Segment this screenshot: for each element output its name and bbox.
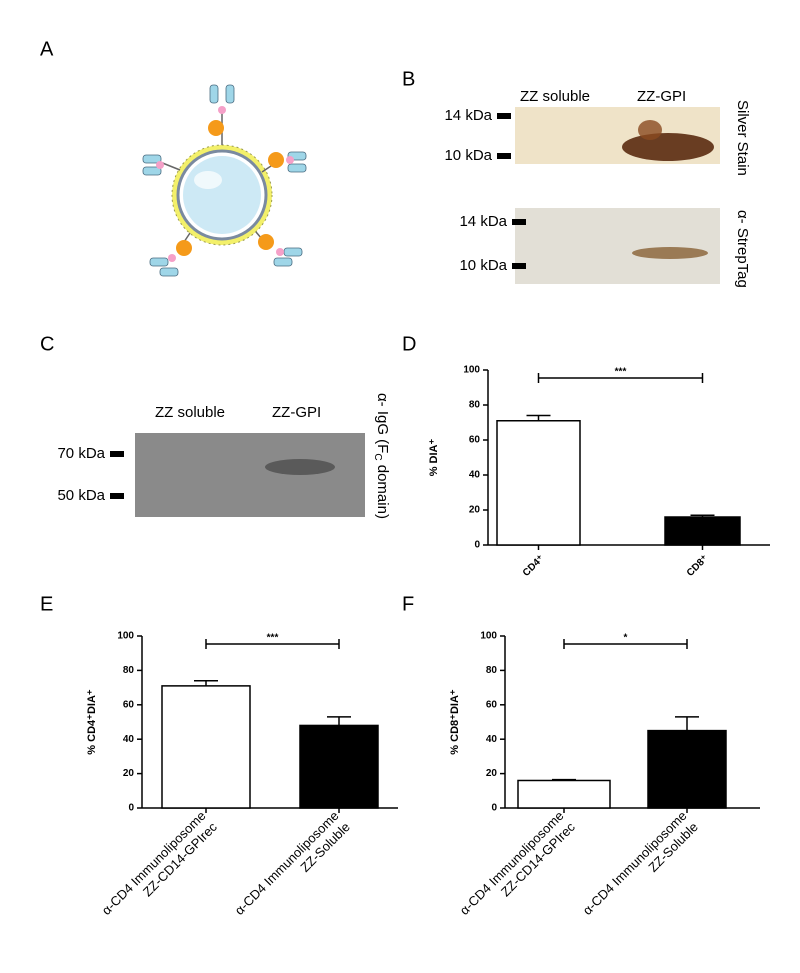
- marker-label: 14 kDa: [444, 107, 492, 124]
- y-tick-label: 80: [469, 400, 481, 411]
- panel-label: E: [40, 593, 53, 615]
- lane-label: ZZ-GPI: [637, 88, 686, 105]
- marker-tick: [512, 263, 526, 269]
- y-tick-label: 80: [123, 665, 135, 676]
- bar: [496, 420, 581, 546]
- lane-label: ZZ soluble: [520, 88, 590, 105]
- x-tick-label: α-CD4 ImmunoliposomeZZ-CD14-GPIrec: [457, 808, 579, 930]
- y-tick-label: 20: [123, 768, 135, 779]
- y-axis-label: % DIA⁺: [428, 439, 440, 477]
- marker-tick: [110, 493, 124, 499]
- blot-title: α- StrepTag: [734, 210, 751, 288]
- y-tick-label: 60: [469, 435, 481, 446]
- bar: [161, 685, 251, 809]
- y-axis-label: % CD8⁺DIA⁺: [449, 689, 461, 755]
- y-tick-label: 40: [469, 470, 481, 481]
- lane-label: ZZ soluble: [155, 404, 225, 421]
- igg-blot: [135, 433, 365, 517]
- panel-label: C: [40, 333, 54, 355]
- y-tick-label: 0: [491, 803, 497, 814]
- marker-tick: [497, 153, 511, 159]
- blot-title-part: C: [372, 453, 383, 460]
- marker-tick: [512, 219, 526, 225]
- y-tick-label: 20: [486, 768, 498, 779]
- y-tick-label: 100: [463, 365, 480, 376]
- x-tick-label: α-CD4 ImmunoliposomeZZ-CD14-GPIrec: [99, 808, 221, 930]
- blot-title-part: α- IgG (F: [374, 393, 391, 453]
- panel-label: D: [402, 333, 416, 355]
- significance-label: ***: [615, 367, 627, 378]
- panel-label: F: [402, 593, 414, 615]
- x-tick-label: CD4⁺: [521, 553, 547, 579]
- y-tick-label: 100: [117, 631, 134, 642]
- y-tick-label: 20: [469, 505, 481, 516]
- y-tick-label: 40: [123, 734, 135, 745]
- marker-label: 10 kDa: [459, 257, 507, 274]
- panel-label: B: [402, 68, 415, 90]
- panel-label: A: [40, 38, 54, 60]
- y-tick-label: 60: [123, 699, 135, 710]
- marker-tick: [497, 113, 511, 119]
- bar: [664, 516, 741, 546]
- silver-band: [622, 133, 714, 161]
- significance-label: *: [624, 633, 628, 644]
- strep-blot: [515, 208, 720, 284]
- blot-title: Silver Stain: [734, 100, 751, 176]
- y-tick-label: 0: [128, 803, 134, 814]
- bar: [299, 724, 379, 809]
- y-tick-label: 40: [486, 734, 498, 745]
- strep-band: [632, 247, 708, 259]
- y-tick-label: 60: [486, 699, 498, 710]
- x-tick-label: α-CD4 ImmunoliposomeZZ-Soluble: [232, 808, 353, 929]
- x-tick-label: CD8⁺: [685, 553, 711, 579]
- bar: [647, 729, 727, 809]
- igg-band: [265, 459, 335, 475]
- x-tick-label: α-CD4 ImmunoliposomeZZ-Soluble: [580, 808, 701, 929]
- y-tick-label: 80: [486, 665, 498, 676]
- lane-label: ZZ-GPI: [272, 404, 321, 421]
- significance-label: ***: [267, 633, 279, 644]
- blot-title: α- IgG (FC domain): [372, 393, 391, 519]
- y-tick-label: 100: [480, 631, 497, 642]
- marker-label: 70 kDa: [57, 445, 105, 462]
- y-axis-label: % CD4⁺DIA⁺: [86, 689, 98, 755]
- marker-label: 14 kDa: [459, 213, 507, 230]
- liposome-diagram: [142, 84, 307, 277]
- blot-title-part: domain): [374, 461, 391, 519]
- marker-tick: [110, 451, 124, 457]
- y-tick-label: 0: [474, 540, 480, 551]
- marker-label: 50 kDa: [57, 487, 105, 504]
- bar: [517, 779, 611, 809]
- marker-label: 10 kDa: [444, 147, 492, 164]
